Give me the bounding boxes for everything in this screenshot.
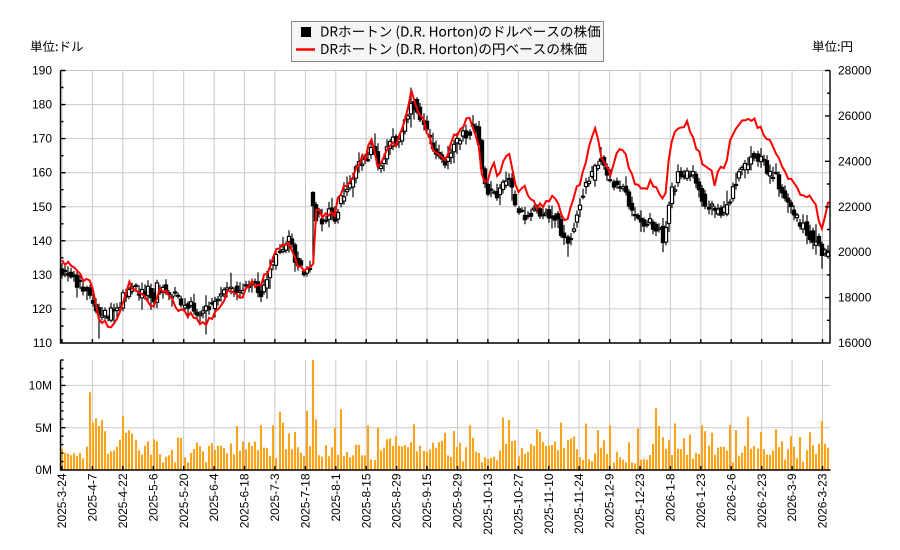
svg-text:2026-1-8: 2026-1-8 bbox=[664, 473, 678, 521]
svg-text:180: 180 bbox=[32, 98, 52, 112]
svg-text:150: 150 bbox=[32, 200, 52, 214]
svg-text:16000: 16000 bbox=[838, 336, 872, 350]
svg-text:2025-7-18: 2025-7-18 bbox=[299, 473, 313, 528]
svg-text:22000: 22000 bbox=[838, 200, 872, 214]
svg-text:2026-3-9: 2026-3-9 bbox=[785, 473, 799, 521]
svg-text:2026-2-6: 2026-2-6 bbox=[724, 473, 738, 521]
svg-text:10M: 10M bbox=[29, 379, 52, 393]
svg-text:2025-10-27: 2025-10-27 bbox=[511, 473, 525, 535]
svg-text:2025-4-7: 2025-4-7 bbox=[86, 473, 100, 521]
svg-text:190: 190 bbox=[32, 64, 52, 78]
svg-text:110: 110 bbox=[33, 336, 52, 350]
svg-text:2025-6-18: 2025-6-18 bbox=[238, 473, 252, 528]
svg-text:2025-5-6: 2025-5-6 bbox=[146, 473, 160, 521]
svg-text:2025-12-23: 2025-12-23 bbox=[633, 473, 647, 535]
svg-text:130: 130 bbox=[32, 268, 52, 282]
svg-text:2025-8-1: 2025-8-1 bbox=[329, 473, 343, 521]
svg-text:18000: 18000 bbox=[838, 291, 872, 305]
svg-text:2026-3-23: 2026-3-23 bbox=[816, 473, 830, 528]
svg-text:2026-1-23: 2026-1-23 bbox=[694, 473, 708, 528]
svg-text:2025-11-10: 2025-11-10 bbox=[542, 473, 556, 534]
svg-text:26000: 26000 bbox=[838, 109, 872, 123]
svg-text:120: 120 bbox=[32, 302, 52, 316]
svg-text:2025-5-20: 2025-5-20 bbox=[177, 473, 191, 528]
svg-text:2025-9-15: 2025-9-15 bbox=[420, 473, 434, 528]
svg-text:2025-11-24: 2025-11-24 bbox=[572, 473, 586, 534]
svg-text:2025-4-22: 2025-4-22 bbox=[116, 473, 130, 528]
svg-text:24000: 24000 bbox=[838, 154, 872, 168]
svg-text:2025-9-29: 2025-9-29 bbox=[451, 473, 465, 528]
svg-text:5M: 5M bbox=[35, 421, 52, 435]
svg-text:2025-6-4: 2025-6-4 bbox=[207, 473, 221, 521]
svg-text:160: 160 bbox=[32, 166, 52, 180]
svg-text:2026-2-23: 2026-2-23 bbox=[755, 473, 769, 528]
svg-text:2025-8-29: 2025-8-29 bbox=[390, 473, 404, 528]
svg-text:2025-12-9: 2025-12-9 bbox=[603, 473, 617, 528]
svg-text:2025-7-3: 2025-7-3 bbox=[268, 473, 282, 521]
svg-text:140: 140 bbox=[32, 234, 52, 248]
svg-text:0M: 0M bbox=[35, 463, 52, 477]
svg-text:170: 170 bbox=[32, 132, 52, 146]
svg-text:2025-10-13: 2025-10-13 bbox=[481, 473, 495, 535]
svg-text:28000: 28000 bbox=[838, 64, 872, 78]
svg-text:2025-3-24: 2025-3-24 bbox=[55, 473, 69, 528]
svg-text:2025-8-15: 2025-8-15 bbox=[359, 473, 373, 528]
svg-text:20000: 20000 bbox=[838, 245, 872, 259]
